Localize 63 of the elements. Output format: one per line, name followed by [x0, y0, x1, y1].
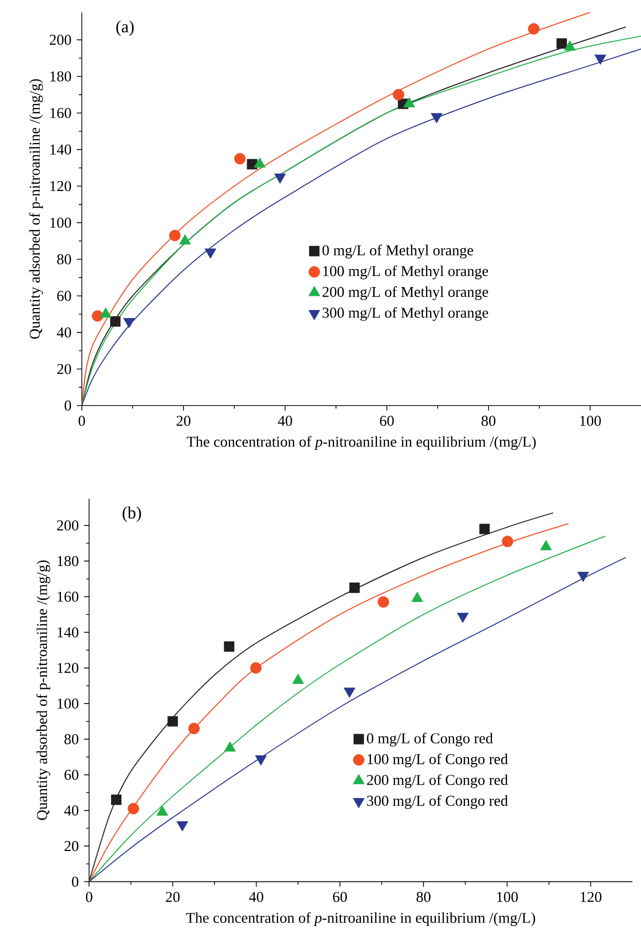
point [349, 582, 360, 593]
y-tick-label: 120 [58, 662, 78, 673]
x-tick-label: 20 [176, 416, 190, 426]
x-tick-label: 60 [380, 416, 394, 426]
y-tick-label: 80 [57, 254, 72, 264]
legend-label: 100 mg/L of Congo red [368, 754, 508, 768]
point [224, 641, 234, 652]
y-tick-label: 160 [50, 108, 72, 118]
y-tick-label: 100 [58, 698, 78, 709]
x-tick-label: 20 [166, 892, 180, 902]
y-tick-label: 0 [72, 876, 78, 887]
point [456, 612, 469, 623]
legend-label: 200 mg/L of Congo red [367, 774, 508, 788]
y-tick-label: 0 [64, 400, 72, 411]
y-axis-title: Quantity adsorbed of p-nitroaniline /(mg/g) [29, 79, 43, 339]
y-tick-label: 80 [64, 734, 78, 744]
chart-title: (a) [116, 20, 134, 36]
x-axis-title: The concentration of p-nitroaniline in equilibrium /(mg/L) [186, 436, 536, 450]
x-axis-title: The concentration of p-nitroaniline in equilibrium /(mg/L) [186, 912, 536, 926]
y-tick-label: 120 [50, 181, 72, 192]
point [502, 536, 514, 548]
y-tick-label: 200 [50, 34, 72, 45]
y-tick-label: 100 [50, 218, 72, 228]
legend-label: 0 mg/L of Methyl orange [322, 244, 474, 258]
y-tick-label: 60 [57, 290, 72, 301]
y-tick-label: 60 [64, 770, 78, 780]
x-tick-label: 80 [482, 416, 496, 426]
x-tick-label: 120 [580, 892, 602, 902]
y-tick-label: 180 [58, 556, 78, 566]
legend-label: 300 mg/L of Congo red [367, 795, 508, 809]
x-tick-label: 100 [580, 416, 601, 426]
point [378, 596, 390, 608]
point [156, 806, 168, 816]
x-tick-label: 0 [78, 416, 85, 426]
point [111, 794, 122, 805]
point [479, 524, 490, 534]
point [255, 755, 267, 766]
y-tick-label: 40 [64, 805, 78, 816]
point [577, 572, 590, 582]
point [188, 722, 200, 734]
y-tick-label: 140 [50, 144, 72, 155]
y-tick-label: 180 [50, 71, 72, 82]
y-axis-title: Quantity adsorbed of p-nitroaniline /(mg/g) [36, 560, 50, 820]
legend-label: 100 mg/L of Methyl orange [323, 265, 488, 280]
point [128, 802, 140, 814]
x-tick-label: 80 [416, 892, 430, 902]
legend-label: 300 mg/L of Methyl orange [322, 307, 488, 321]
y-tick-label: 20 [64, 841, 78, 852]
y-tick-label: 140 [58, 627, 78, 638]
x-tick-label: 40 [249, 892, 264, 902]
x-tick-label: 0 [86, 892, 92, 902]
legend-label: 200 mg/L of Methyl orange [322, 286, 488, 300]
legend-label: 0 mg/L of Congo red [366, 732, 493, 746]
chart-title: (b) [122, 506, 141, 522]
x-tick-label: 100 [497, 892, 518, 902]
y-tick-label: 20 [57, 364, 72, 374]
y-tick-label: 40 [56, 327, 72, 338]
x-tick-label: 60 [333, 892, 347, 902]
y-tick-label: 200 [57, 520, 78, 530]
point [168, 716, 178, 727]
y-tick-label: 160 [58, 592, 78, 602]
x-tick-label: 40 [278, 416, 292, 426]
point [250, 662, 262, 674]
